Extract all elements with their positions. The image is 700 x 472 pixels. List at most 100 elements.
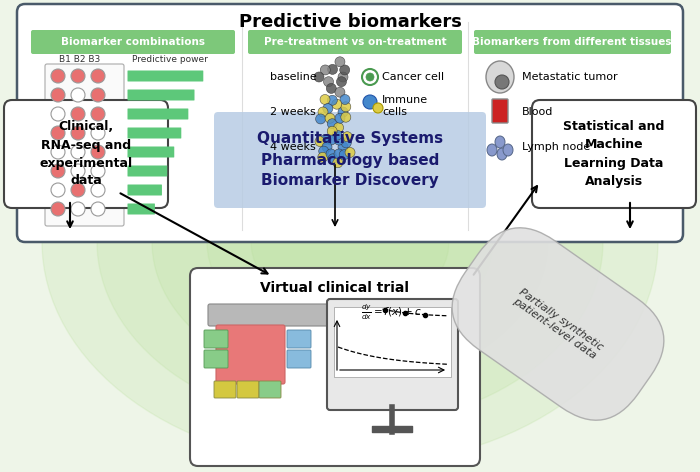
Text: Predictive power: Predictive power: [132, 56, 208, 65]
FancyBboxPatch shape: [127, 203, 155, 214]
Circle shape: [341, 112, 351, 122]
Circle shape: [91, 107, 105, 121]
FancyBboxPatch shape: [127, 166, 167, 177]
Circle shape: [51, 183, 65, 197]
Circle shape: [71, 107, 85, 121]
Circle shape: [332, 99, 342, 109]
FancyBboxPatch shape: [248, 30, 462, 54]
Circle shape: [340, 94, 350, 104]
Circle shape: [332, 130, 342, 140]
Ellipse shape: [207, 138, 493, 346]
Circle shape: [91, 69, 105, 83]
FancyBboxPatch shape: [45, 64, 124, 226]
Circle shape: [318, 107, 328, 117]
Circle shape: [335, 113, 345, 123]
Circle shape: [340, 65, 350, 75]
FancyBboxPatch shape: [214, 112, 486, 208]
FancyBboxPatch shape: [127, 109, 188, 119]
Circle shape: [326, 135, 336, 145]
Ellipse shape: [42, 18, 658, 466]
Text: 2 weeks: 2 weeks: [270, 107, 316, 117]
FancyBboxPatch shape: [127, 127, 181, 138]
Circle shape: [328, 154, 338, 164]
Ellipse shape: [497, 148, 507, 160]
Circle shape: [91, 202, 105, 216]
Circle shape: [91, 88, 105, 102]
Circle shape: [91, 126, 105, 140]
Circle shape: [91, 164, 105, 178]
Circle shape: [338, 142, 348, 152]
FancyBboxPatch shape: [190, 268, 480, 466]
Circle shape: [338, 72, 348, 82]
FancyBboxPatch shape: [214, 381, 236, 398]
Text: B1 B2 B3: B1 B2 B3: [60, 56, 101, 65]
Circle shape: [345, 147, 355, 158]
Circle shape: [318, 146, 329, 156]
FancyBboxPatch shape: [127, 90, 195, 101]
Text: Biomarkers from different tissues: Biomarkers from different tissues: [473, 37, 672, 47]
FancyBboxPatch shape: [17, 4, 683, 242]
Circle shape: [325, 113, 335, 123]
Circle shape: [91, 145, 105, 159]
Ellipse shape: [97, 58, 603, 426]
Text: Biomarker combinations: Biomarker combinations: [61, 37, 205, 47]
FancyBboxPatch shape: [259, 381, 281, 398]
Ellipse shape: [251, 170, 449, 314]
Circle shape: [321, 135, 331, 144]
Circle shape: [316, 114, 326, 124]
FancyBboxPatch shape: [492, 99, 508, 123]
Circle shape: [71, 202, 85, 216]
Circle shape: [323, 103, 332, 114]
FancyBboxPatch shape: [216, 325, 285, 384]
Text: Statistical and
Machine
Learning Data
Analysis: Statistical and Machine Learning Data An…: [564, 120, 665, 187]
Text: Quantitative Systems
Pharmacology based
Biomarker Discovery: Quantitative Systems Pharmacology based …: [257, 132, 443, 188]
Circle shape: [321, 65, 330, 75]
Circle shape: [71, 126, 85, 140]
Circle shape: [51, 69, 65, 83]
Circle shape: [327, 126, 337, 136]
Circle shape: [335, 57, 345, 67]
FancyBboxPatch shape: [127, 70, 203, 82]
Circle shape: [328, 95, 337, 105]
Circle shape: [51, 107, 65, 121]
FancyBboxPatch shape: [287, 330, 311, 348]
Text: baseline: baseline: [270, 72, 316, 82]
Circle shape: [71, 183, 85, 197]
Circle shape: [326, 84, 336, 93]
Circle shape: [328, 118, 337, 129]
Circle shape: [342, 138, 351, 148]
Text: Metastatic tumor: Metastatic tumor: [522, 72, 617, 82]
Circle shape: [342, 132, 352, 142]
Text: Predictive biomarkers: Predictive biomarkers: [239, 13, 461, 31]
Circle shape: [495, 75, 509, 89]
Circle shape: [334, 123, 344, 133]
Circle shape: [322, 142, 332, 152]
Circle shape: [71, 88, 85, 102]
Circle shape: [326, 149, 336, 159]
Circle shape: [71, 145, 85, 159]
Ellipse shape: [486, 61, 514, 93]
Circle shape: [362, 69, 378, 85]
Circle shape: [318, 152, 328, 162]
Circle shape: [323, 77, 333, 87]
Circle shape: [337, 77, 346, 87]
Text: Virtual clinical trial: Virtual clinical trial: [260, 281, 409, 295]
Circle shape: [340, 150, 349, 160]
Circle shape: [373, 103, 383, 113]
Ellipse shape: [152, 98, 548, 386]
Circle shape: [335, 87, 345, 97]
Circle shape: [51, 88, 65, 102]
FancyBboxPatch shape: [287, 350, 311, 368]
FancyBboxPatch shape: [532, 100, 696, 208]
FancyBboxPatch shape: [204, 330, 228, 348]
Circle shape: [91, 183, 105, 197]
Circle shape: [71, 69, 85, 83]
FancyBboxPatch shape: [31, 30, 235, 54]
FancyBboxPatch shape: [208, 304, 332, 326]
FancyBboxPatch shape: [334, 307, 451, 377]
Text: Lymph node: Lymph node: [522, 142, 590, 152]
FancyBboxPatch shape: [237, 381, 259, 398]
Circle shape: [332, 158, 343, 168]
Text: Partially synthetic
patient-level data: Partially synthetic patient-level data: [511, 287, 606, 362]
Circle shape: [51, 164, 65, 178]
